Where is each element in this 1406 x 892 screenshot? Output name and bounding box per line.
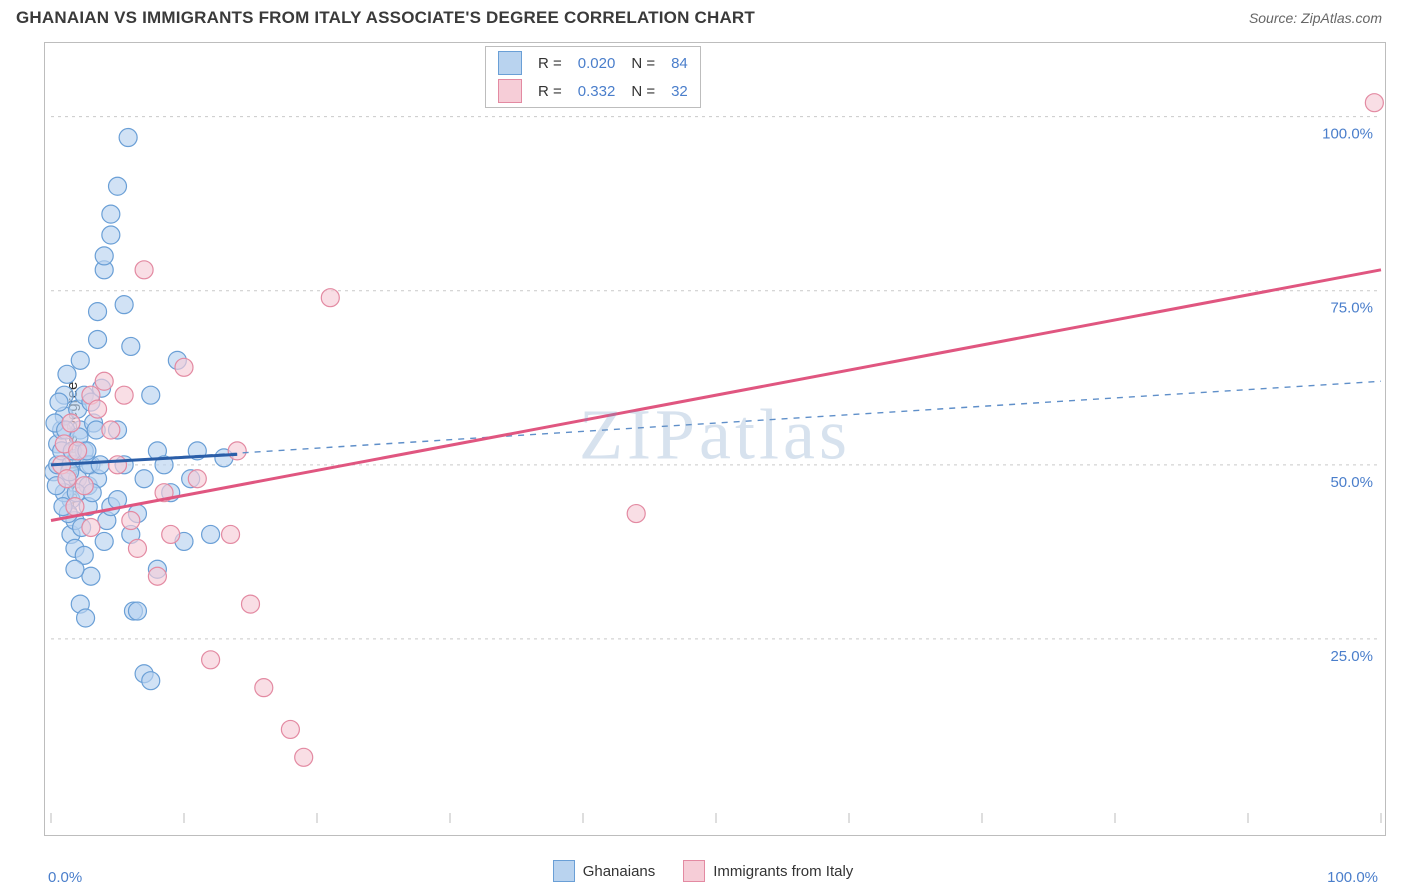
svg-text:100.0%: 100.0%	[1322, 126, 1373, 143]
chart-container: 25.0%50.0%75.0%100.0% ZIPatlas R =0.020N…	[44, 42, 1386, 836]
scatter-chart: 25.0% 50.0% 75.0% 100.0%	[45, 43, 1385, 835]
legend-item: Ghanaians	[553, 860, 656, 882]
legend-item: Immigrants from Italy	[683, 860, 853, 882]
svg-text:50.0%: 50.0%	[1330, 474, 1373, 491]
x-axis-max-label: 100.0%	[1327, 869, 1378, 886]
svg-text:75.0%: 75.0%	[1330, 300, 1373, 317]
correlation-legend: R =0.020N =84R =0.332N =32	[485, 46, 701, 108]
svg-text:25.0%: 25.0%	[1330, 648, 1373, 665]
source-attribution: Source: ZipAtlas.com	[1249, 10, 1382, 26]
series-legend: Ghanaians Immigrants from Italy	[0, 860, 1406, 886]
chart-title: GHANAIAN VS IMMIGRANTS FROM ITALY ASSOCI…	[16, 8, 755, 28]
